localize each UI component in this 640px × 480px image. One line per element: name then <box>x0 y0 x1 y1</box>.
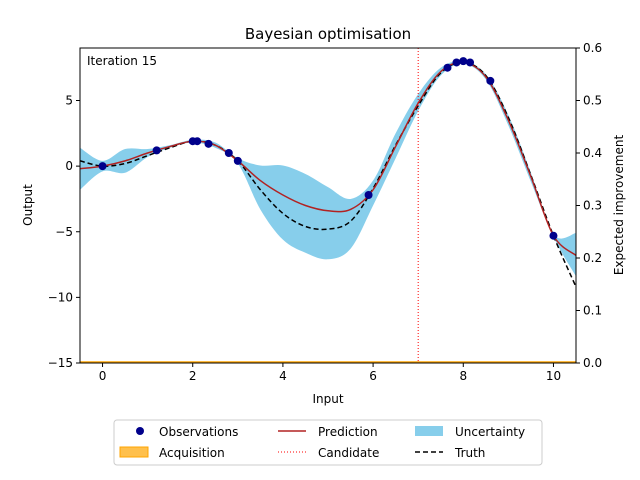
x-tick-label: 10 <box>546 369 561 383</box>
observation-point <box>549 231 558 240</box>
y2-tick-label: 0.5 <box>583 94 602 108</box>
x-axis: 0 2 4 6 8 10 <box>99 363 561 383</box>
iteration-annotation: Iteration 15 <box>87 54 157 68</box>
y-tick-label: −10 <box>48 290 73 304</box>
chart-title: Bayesian optimisation <box>245 25 411 43</box>
x-tick-label: 2 <box>189 369 197 383</box>
observation-point <box>224 149 233 157</box>
legend-acquisition-swatch <box>119 446 149 458</box>
legend-uncertainty-swatch <box>415 426 443 436</box>
legend: Observations Acquisition Prediction Cand… <box>113 419 543 466</box>
y-tick-label: 0 <box>65 159 73 173</box>
observation-point <box>193 137 202 146</box>
legend-observations-label: Observations <box>159 425 238 439</box>
legend-candidate-label: Candidate <box>318 446 379 460</box>
y2-tick-label: 0.1 <box>583 304 602 318</box>
y2-axis-label: Expected improvement <box>612 135 626 276</box>
observation-point <box>98 162 107 171</box>
y-axis-right: 0.0 0.1 0.2 0.3 0.4 0.5 0.6 <box>576 41 602 370</box>
y2-tick-label: 0.0 <box>583 356 602 370</box>
y-tick-label: 5 <box>65 94 73 108</box>
prediction-line <box>80 61 576 256</box>
observation-point <box>486 76 495 85</box>
observation-point <box>452 58 461 67</box>
observation-point <box>233 156 242 165</box>
x-axis-label: Input <box>312 392 343 406</box>
y-tick-label: −15 <box>48 356 73 370</box>
y2-tick-label: 0.6 <box>583 41 602 55</box>
observation-point <box>204 139 213 148</box>
legend-prediction-label: Prediction <box>318 425 378 439</box>
y-axis-left: 5 0 −5 −10 −15 <box>48 94 80 370</box>
legend-observations-marker <box>136 427 144 435</box>
legend-uncertainty-label: Uncertainty <box>455 425 525 439</box>
x-tick-label: 4 <box>279 369 287 383</box>
y2-tick-label: 0.2 <box>583 251 602 265</box>
x-tick-label: 0 <box>99 369 107 383</box>
y2-tick-label: 0.3 <box>583 199 602 213</box>
y-tick-label: −5 <box>55 225 73 239</box>
observation-point <box>466 58 475 67</box>
observation-point <box>459 57 468 66</box>
legend-truth-label: Truth <box>454 446 485 460</box>
observation-point <box>152 146 161 155</box>
legend-acquisition-label: Acquisition <box>159 446 225 460</box>
uncertainty-band <box>80 60 576 277</box>
x-tick-label: 6 <box>369 369 377 383</box>
y2-tick-label: 0.4 <box>583 146 602 160</box>
observation-point <box>364 191 373 199</box>
y-axis-label: Output <box>21 184 35 226</box>
truth-line <box>80 61 576 288</box>
x-tick-label: 8 <box>459 369 467 383</box>
observation-point <box>443 63 452 72</box>
